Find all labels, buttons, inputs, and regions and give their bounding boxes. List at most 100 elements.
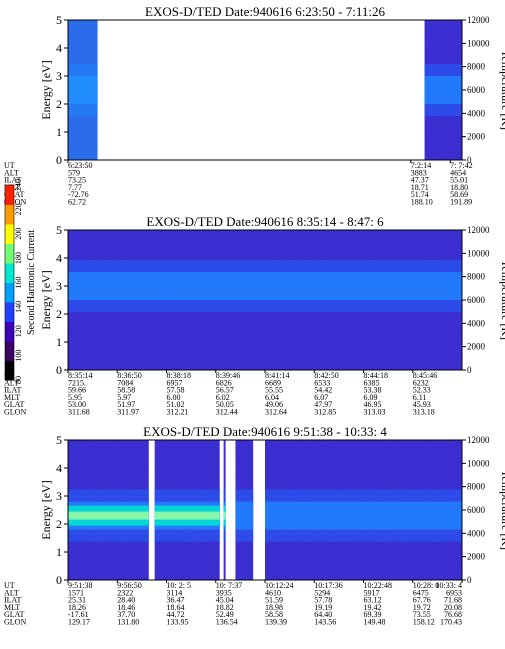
- ephemeris-value: 46.95: [364, 400, 382, 409]
- colorbar-swatch: [5, 204, 14, 225]
- ephemeris-value: 51.02: [167, 400, 185, 409]
- colorbar-swatch: [5, 224, 14, 244]
- y2-tick-label: 8000: [467, 482, 486, 492]
- ephemeris-value: 6.11: [413, 393, 427, 402]
- panel-title: EXOS-D/TED Date:940616 8:35:14 - 8:47: 6: [146, 214, 384, 229]
- ephemeris-value: 8:35:14: [68, 371, 92, 380]
- ephemeris-value: 50.05: [216, 400, 234, 409]
- ephemeris-row-label: UT: [4, 581, 15, 590]
- ephemeris-value: 10:22:48: [364, 581, 392, 590]
- y-tick-label: 1: [56, 545, 62, 559]
- ephemeris-value: 139.39: [265, 618, 287, 627]
- ephemeris-value: -72.76: [68, 190, 89, 199]
- y-tick-label: 3: [56, 279, 62, 293]
- ephemeris-value: 76.68: [444, 610, 462, 619]
- panel-2: EXOS-D/TED Date:940616 8:35:14 - 8:47: 6…: [4, 214, 505, 417]
- ephemeris-value: 311.68: [68, 408, 90, 417]
- ephemeris-value: 55.55: [265, 386, 283, 395]
- ephemeris-value: 6385: [364, 378, 380, 387]
- ephemeris-value: 53.38: [364, 386, 382, 395]
- y-tick-label: 1: [56, 125, 62, 139]
- ephemeris-row-label: GLON: [4, 198, 26, 207]
- ephemeris-row-label: ILAT: [4, 176, 21, 185]
- ephemeris-value: 6:23:50: [68, 161, 92, 170]
- ephemeris-value: -17.61: [68, 610, 89, 619]
- data-segment: [223, 440, 226, 580]
- ephemeris-value: 312.85: [314, 408, 336, 417]
- ephemeris-value: 56.57: [216, 386, 234, 395]
- ephemeris-value: 8:36:50: [117, 371, 141, 380]
- y-tick-label: 5: [56, 223, 62, 237]
- ephemeris-value: 49.06: [265, 400, 283, 409]
- heatmap-band-peak: [68, 511, 149, 520]
- colorbar-tick-label: 120: [14, 325, 23, 337]
- ephemeris-value: 5.97: [117, 393, 131, 402]
- ephemeris-value: 149.48: [364, 618, 386, 627]
- y2-tick-label: 10000: [467, 38, 490, 48]
- ephemeris-value: 188.10: [411, 198, 433, 207]
- panel-title: EXOS-D/TED Date:940616 9:51:38 - 10:33: …: [143, 424, 387, 439]
- ephemeris-value: 10:33: 4: [436, 581, 462, 590]
- ephemeris-row-label: GLON: [4, 618, 26, 627]
- ephemeris-value: 170.43: [440, 618, 462, 627]
- y2-tick-label: 10000: [467, 458, 490, 468]
- heatmap-band-core: [68, 20, 98, 160]
- y2-axis-label: Temperature [K]: [499, 260, 505, 340]
- y-tick-label: 4: [56, 41, 62, 55]
- ephemeris-value: 58.69: [450, 190, 468, 199]
- ephemeris-value: 18.64: [167, 603, 185, 612]
- ephemeris-value: 7084: [117, 378, 133, 387]
- y2-axis-label: Temperature [K]: [499, 470, 505, 550]
- colorbar-tick-label: 220: [14, 203, 23, 215]
- colorbar-tick-label: 140: [14, 301, 23, 313]
- ephemeris-row-label: GLON: [4, 408, 26, 417]
- ephemeris-value: 4654: [450, 168, 466, 177]
- ephemeris-value: 63.12: [364, 596, 382, 605]
- y2-tick-label: 4000: [467, 108, 486, 118]
- colorbar-frame: [4, 184, 15, 381]
- colorbar-swatch: [5, 302, 14, 322]
- colorbar-tick-label: 80: [14, 376, 23, 384]
- data-segment: [68, 20, 98, 160]
- ephemeris-value: 6826: [216, 378, 232, 387]
- heatmap-band-mid: [235, 501, 254, 530]
- ephemeris-value: 52.49: [216, 610, 234, 619]
- ephemeris-value: 47.37: [411, 176, 429, 185]
- y-axis-label: Energy [eV]: [39, 270, 53, 329]
- ephemeris-value: 191.89: [450, 198, 472, 207]
- y2-tick-label: 8000: [467, 62, 486, 72]
- ephemeris-value: 58.58: [117, 386, 135, 395]
- y2-tick-label: 8000: [467, 272, 486, 282]
- y-tick-label: 0: [56, 153, 62, 167]
- y2-tick-label: 12000: [467, 225, 490, 235]
- y2-tick-label: 10000: [467, 248, 490, 258]
- y2-tick-label: 4000: [467, 318, 486, 328]
- ephemeris-value: 18.82: [216, 603, 234, 612]
- y-tick-label: 2: [56, 307, 62, 321]
- ephemeris-value: 51.97: [117, 400, 135, 409]
- ephemeris-value: 158.12: [413, 618, 435, 627]
- data-segment: [154, 440, 220, 580]
- ephemeris-value: 311.97: [117, 408, 139, 417]
- ephemeris-value: 6533: [314, 378, 330, 387]
- y-tick-label: 5: [56, 13, 62, 27]
- ephemeris-row-label: MLT: [4, 393, 20, 402]
- y2-tick-label: 0: [467, 155, 472, 165]
- heatmap-band-mid: [424, 76, 462, 104]
- colorbar-swatch: [5, 282, 14, 303]
- ephemeris-value: 5917: [364, 588, 380, 597]
- y2-tick-label: 12000: [467, 435, 490, 445]
- y2-tick-label: 6000: [467, 295, 486, 305]
- ephemeris-value: 18.98: [265, 603, 283, 612]
- y-tick-label: 3: [56, 69, 62, 83]
- ephemeris-row-label: UT: [4, 161, 15, 170]
- ephemeris-value: 62.72: [68, 198, 86, 207]
- colorbar-swatch: [5, 341, 14, 361]
- ephemeris-value: 69.39: [364, 610, 382, 619]
- ephemeris-value: 131.80: [117, 618, 139, 627]
- colorbar-tick-label: 240: [14, 179, 23, 191]
- ephemeris-value: 47.97: [314, 400, 332, 409]
- ephemeris-value: 1571: [68, 588, 84, 597]
- ephemeris-value: 57.78: [314, 596, 332, 605]
